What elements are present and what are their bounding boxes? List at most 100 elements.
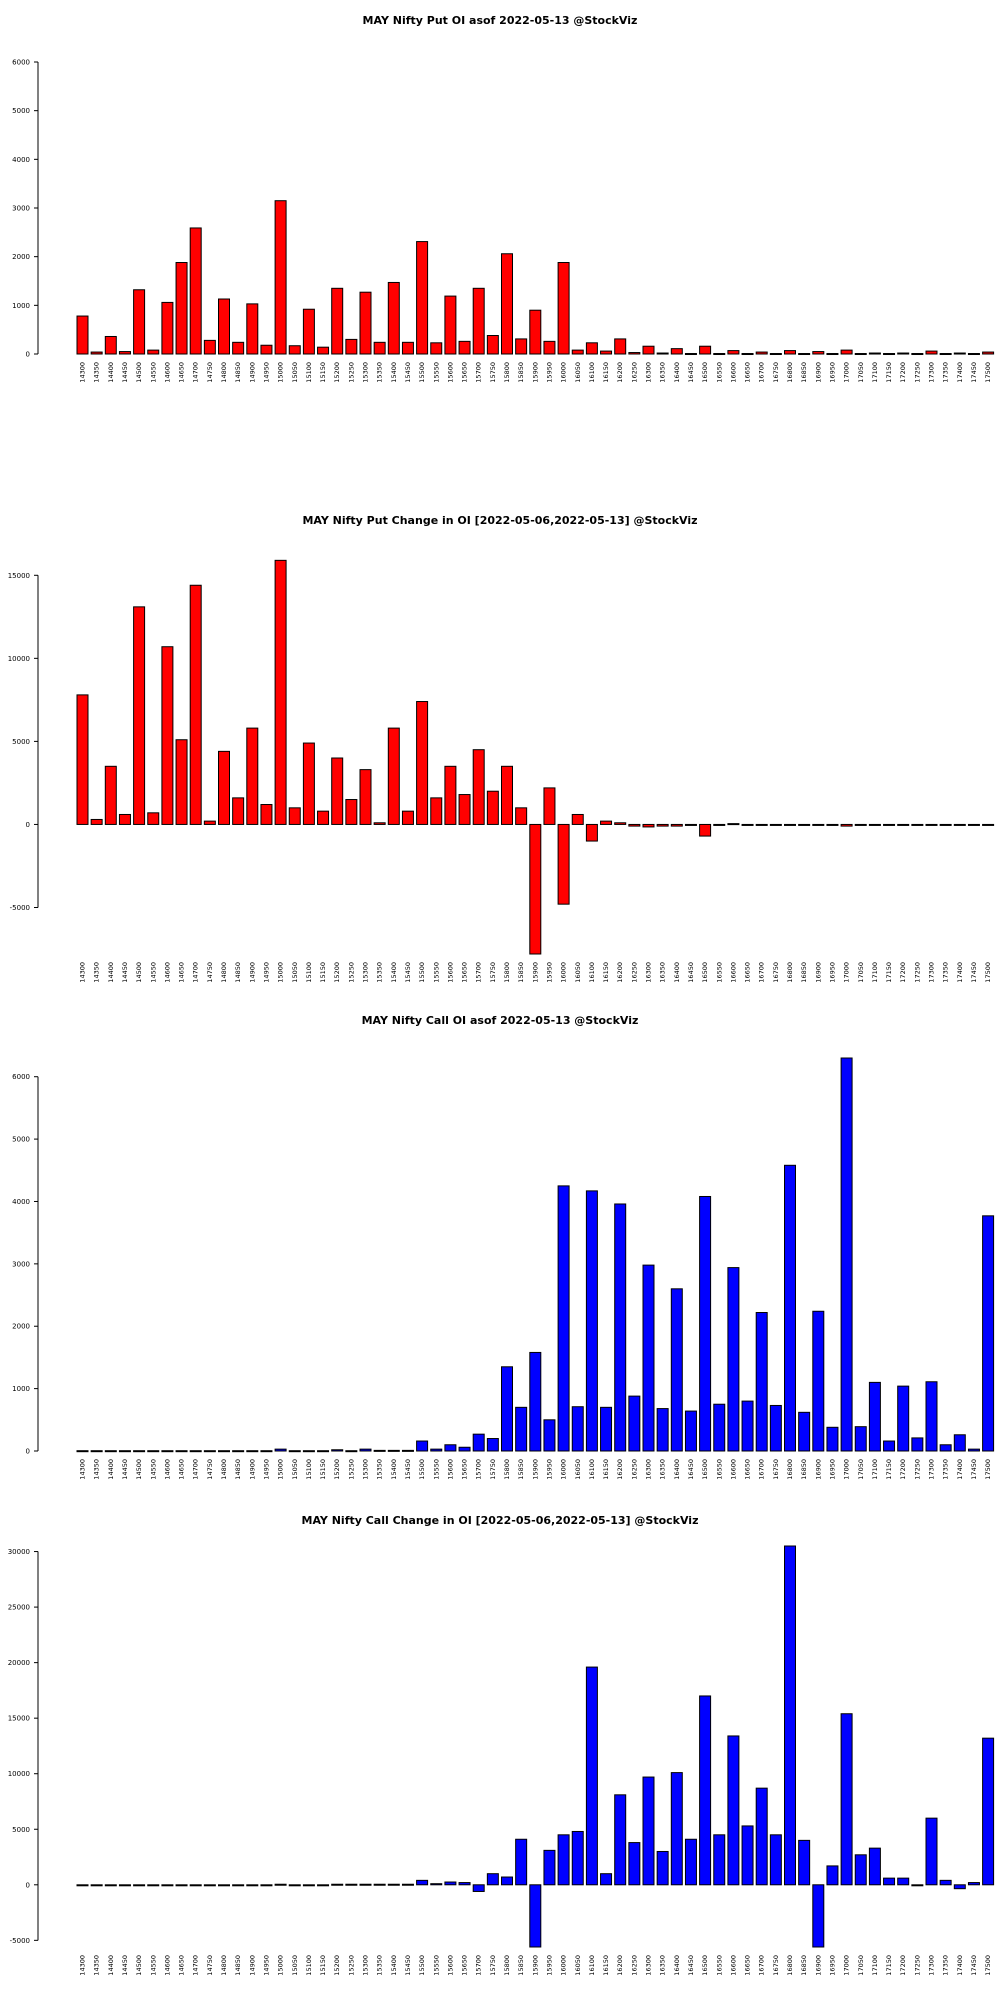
x-tick-label: 15900	[531, 1955, 539, 1976]
bar	[953, 1434, 966, 1452]
bar	[147, 349, 160, 355]
x-tick-label: 14600	[163, 362, 171, 383]
x-tick-label: 14700	[192, 1955, 200, 1976]
bar	[359, 1883, 372, 1886]
x-tick-label: 14850	[234, 362, 242, 383]
x-tick-label: 15300	[362, 1459, 370, 1480]
bar	[755, 351, 768, 355]
x-tick-label: 16450	[687, 1459, 695, 1480]
bar	[741, 353, 754, 356]
bar	[713, 1403, 726, 1452]
bar	[670, 823, 683, 827]
y-tick-label: 30000	[8, 1548, 30, 1556]
bar	[501, 253, 513, 355]
x-tick-label: 15900	[531, 362, 539, 383]
y-tick-label: -5000	[10, 904, 30, 912]
bar	[868, 352, 881, 355]
bar	[104, 335, 117, 355]
bar	[798, 823, 811, 826]
bar	[557, 262, 570, 355]
bar	[925, 1817, 938, 1886]
bar	[416, 241, 429, 355]
bar	[868, 1847, 881, 1886]
x-tick-label: 17350	[942, 962, 950, 983]
x-tick-label: 15450	[404, 1955, 412, 1976]
x-tick-label: 17200	[899, 962, 907, 983]
bar	[133, 1450, 146, 1453]
call-oi-chart: MAY Nifty Call OI asof 2022-05-13 @Stock…	[0, 1000, 1000, 1500]
x-tick-label: 14550	[149, 1955, 157, 1976]
x-tick-label: 15400	[390, 362, 398, 383]
x-tick-label: 15800	[503, 1459, 511, 1480]
y-tick-label: 3000	[12, 205, 30, 213]
x-tick-label: 15650	[461, 1955, 469, 1976]
bar	[472, 287, 485, 355]
bar	[883, 353, 896, 356]
bar	[203, 339, 216, 355]
x-tick-label: 17100	[871, 1955, 879, 1976]
x-tick-label: 15050	[291, 962, 299, 983]
x-tick-label: 15050	[291, 1955, 299, 1976]
bar	[741, 1400, 754, 1452]
bar	[430, 1883, 443, 1886]
x-tick-label: 15150	[319, 1459, 327, 1480]
x-tick-label: 17000	[843, 962, 851, 983]
x-tick-label: 16200	[616, 362, 624, 383]
x-tick-label: 16750	[772, 1955, 780, 1976]
bar	[515, 338, 528, 355]
x-tick-label: 16450	[687, 962, 695, 983]
x-tick-label: 15350	[376, 1955, 384, 1976]
x-tick-label: 17500	[984, 962, 992, 983]
bar	[260, 804, 273, 825]
bar	[600, 1406, 613, 1452]
bar	[953, 823, 966, 826]
bar	[401, 1449, 414, 1452]
x-tick-label: 17300	[928, 362, 936, 383]
bar	[883, 1877, 896, 1886]
bar	[684, 1410, 697, 1452]
bar	[897, 352, 910, 355]
x-tick-label: 15300	[362, 362, 370, 383]
bar	[628, 352, 641, 355]
x-tick-label: 15700	[475, 1955, 483, 1976]
bar	[118, 351, 131, 355]
x-tick-label: 16700	[758, 1955, 766, 1976]
x-tick-label: 16250	[630, 962, 638, 983]
x-tick-label: 14950	[262, 362, 270, 383]
x-tick-label: 15500	[418, 362, 426, 383]
bar	[444, 1444, 457, 1452]
bar	[713, 823, 726, 826]
x-tick-label: 15550	[432, 1955, 440, 1976]
bar	[416, 1440, 429, 1452]
x-tick-label: 14700	[192, 1459, 200, 1480]
put-oi-chart-svg: MAY Nifty Put OI asof 2022-05-13 @StockV…	[12, 14, 995, 383]
bar	[501, 765, 513, 825]
x-tick-label: 16250	[630, 1955, 638, 1976]
bar	[515, 1838, 528, 1886]
bar	[373, 341, 386, 355]
x-tick-label: 14450	[121, 362, 129, 383]
x-tick-label: 14600	[163, 1459, 171, 1480]
bar	[713, 1834, 726, 1886]
bar	[868, 1381, 881, 1452]
x-tick-label: 15450	[404, 962, 412, 983]
bar	[883, 1440, 896, 1452]
x-tick-label: 15350	[376, 362, 384, 383]
x-tick-label: 16900	[814, 362, 822, 383]
x-tick-label: 16550	[715, 1955, 723, 1976]
bar	[486, 335, 499, 355]
x-tick-label: 16500	[701, 962, 709, 983]
x-tick-label: 17350	[942, 1955, 950, 1976]
x-tick-label: 14800	[220, 362, 228, 383]
bar	[854, 823, 867, 826]
x-tick-label: 14400	[107, 1955, 115, 1976]
bar	[614, 338, 627, 355]
bar	[387, 281, 400, 355]
bar	[76, 1884, 89, 1887]
bar	[218, 750, 230, 825]
x-tick-label: 15800	[503, 1955, 511, 1976]
x-tick-label: 15200	[333, 362, 341, 383]
x-tick-label: 15400	[390, 1459, 398, 1480]
bar	[784, 1545, 796, 1886]
x-tick-label: 15000	[277, 962, 285, 983]
